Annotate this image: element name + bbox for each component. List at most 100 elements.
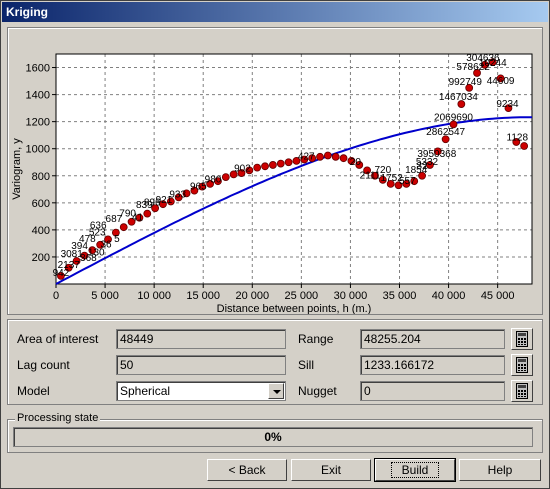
sill-calculator-button[interactable] — [511, 354, 533, 376]
data-point — [284, 158, 293, 167]
data-point — [111, 228, 120, 237]
x-tick-label: 0 — [53, 290, 59, 302]
window-title: Kriging — [2, 2, 548, 22]
point-label: 636 — [90, 221, 107, 232]
data-point — [323, 151, 332, 160]
data-point — [480, 60, 489, 69]
data-point — [433, 147, 442, 156]
point-label: 790 — [119, 208, 136, 219]
back-button[interactable]: < Back — [207, 459, 287, 481]
point-label: 2137 — [58, 260, 81, 271]
progress-bar: 0% — [13, 427, 533, 447]
data-point — [237, 169, 246, 177]
point-label: 1467034 — [439, 92, 478, 103]
data-point — [253, 163, 262, 172]
data-point — [64, 263, 73, 272]
range-field[interactable]: 48255.204 — [360, 329, 505, 349]
point-label: 1854 — [405, 165, 428, 176]
point-label: 921 — [156, 195, 173, 206]
variogram-chart-panel: 0 5 000 10 000 15 000 20 000 25 000 30 000 35 0… — [7, 27, 543, 315]
data-point — [57, 271, 65, 280]
point-label: 1128 — [507, 133, 529, 144]
model-label: Model — [17, 384, 50, 398]
data-point — [473, 69, 481, 77]
point-label: 2862547 — [426, 127, 465, 138]
point-label: 896 — [144, 198, 161, 209]
x-tick-label: 15 000 — [186, 290, 220, 302]
data-point — [276, 159, 285, 168]
point-label: 9234 — [496, 99, 519, 110]
nugget-calculator-button[interactable] — [511, 380, 533, 402]
lag-count-field[interactable]: 50 — [116, 355, 286, 375]
point-label: 3081 — [61, 249, 84, 260]
help-button[interactable]: Help — [459, 459, 541, 481]
data-point — [229, 170, 238, 179]
data-point — [512, 138, 521, 146]
data-point — [104, 235, 112, 244]
point-label: 394 — [71, 241, 88, 252]
data-point — [465, 83, 474, 92]
point-label: 578622 — [456, 62, 490, 73]
chevron-down-icon[interactable] — [268, 383, 284, 399]
plot-border — [55, 53, 533, 285]
data-point — [143, 209, 152, 218]
point-label: 557 — [399, 176, 416, 187]
nugget-field[interactable]: 0 — [360, 381, 505, 401]
data-point — [127, 217, 136, 226]
data-point — [449, 120, 458, 129]
point-label: 992749 — [449, 77, 483, 88]
point-label: 130 — [88, 248, 105, 259]
x-tick-label: 45 000 — [481, 290, 515, 302]
data-point — [457, 100, 466, 108]
model-select[interactable]: Spherical — [116, 381, 286, 401]
data-point — [300, 155, 309, 164]
data-point — [159, 200, 167, 209]
x-axis-label: Distance between points, h (m.) — [217, 303, 372, 314]
data-point — [182, 189, 191, 198]
data-point — [394, 181, 403, 190]
processing-state-legend: Processing state — [15, 412, 101, 424]
point-label: 902 — [234, 164, 251, 175]
point-label: 942 — [53, 268, 70, 279]
exit-button[interactable]: Exit — [291, 459, 371, 481]
area-field[interactable]: 48449 — [116, 329, 286, 349]
point-label: 687 — [106, 214, 123, 225]
point-label: 2069690 — [434, 112, 473, 123]
point-label: 980 — [205, 175, 222, 186]
point-label: 304636 — [466, 53, 500, 64]
y-tick-label: 1000 — [26, 144, 50, 156]
data-point — [151, 204, 160, 213]
y-tick-label: 1200 — [26, 117, 50, 129]
data-point — [245, 166, 254, 175]
sill-field[interactable]: 1233.166172 — [360, 355, 505, 375]
lag-count-label: Lag count — [17, 358, 70, 372]
data-point — [72, 257, 81, 265]
data-point — [347, 156, 356, 165]
point-label: 720 — [374, 165, 391, 176]
point-label: 44609 — [487, 76, 515, 87]
data-point — [261, 162, 269, 171]
data-point — [316, 152, 324, 161]
point-label: 5332 — [416, 157, 439, 168]
y-tick-label: 400 — [32, 225, 50, 237]
build-button-label: Build — [390, 462, 440, 478]
calculator-icon — [516, 383, 528, 399]
data-point — [496, 74, 505, 83]
data-point — [96, 240, 105, 249]
nugget-label: Nugget — [298, 384, 337, 398]
data-point — [441, 135, 450, 144]
point-label: 2111 — [360, 170, 381, 181]
data-point — [520, 142, 529, 150]
data-point — [119, 223, 128, 232]
point-label: 523 — [89, 227, 106, 238]
build-button[interactable]: Build — [374, 458, 456, 482]
data-point — [504, 104, 513, 113]
range-calculator-button[interactable] — [511, 328, 533, 350]
y-tick-label: 600 — [32, 198, 50, 210]
point-label: 839 — [136, 200, 153, 211]
x-tick-label: 20 000 — [235, 290, 269, 302]
point-label: 478 — [79, 234, 96, 245]
point-label: 32 — [417, 161, 429, 172]
data-point — [371, 171, 379, 180]
y-tick-label: 1600 — [26, 63, 50, 75]
